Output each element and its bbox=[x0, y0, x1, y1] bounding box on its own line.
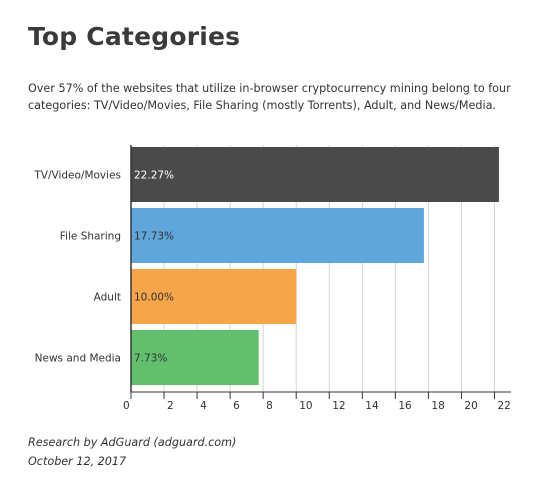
x-tick-label: 8 bbox=[266, 400, 273, 412]
bar-value-label: 17.73% bbox=[134, 231, 174, 243]
x-tick-label: 10 bbox=[299, 400, 312, 412]
category-label: File Sharing bbox=[60, 231, 121, 243]
bar-value-label: 7.73% bbox=[134, 353, 167, 365]
publish-date: October 12, 2017 bbox=[28, 455, 127, 468]
x-tick-label: 2 bbox=[167, 400, 174, 412]
x-tick-label: 12 bbox=[332, 400, 345, 412]
bar bbox=[131, 330, 259, 385]
x-tick-label: 14 bbox=[365, 400, 379, 412]
category-label: Adult bbox=[94, 292, 121, 304]
x-tick-label: 20 bbox=[464, 400, 477, 412]
x-tick-label: 16 bbox=[398, 400, 412, 412]
research-credit: Research by AdGuard (adguard.com) bbox=[28, 436, 237, 449]
category-label: TV/Video/Movies bbox=[33, 170, 121, 182]
bar bbox=[131, 269, 297, 324]
bars: 22.27% 17.73% 10.00% 7.73% bbox=[131, 147, 499, 385]
x-tick-label: 18 bbox=[431, 400, 444, 412]
bar bbox=[131, 147, 499, 202]
bar-value-label: 22.27% bbox=[134, 170, 174, 182]
bar bbox=[131, 208, 424, 263]
chart-subtitle: Over 57% of the websites that utilize in… bbox=[28, 82, 511, 112]
x-tick-label: 6 bbox=[233, 400, 240, 412]
category-label: News and Media bbox=[35, 353, 121, 365]
x-tick-label: 22 bbox=[497, 400, 510, 412]
axes: 0 2 4 6 8 10 12 14 16 18 20 22 TV/Video/Movies File S… bbox=[33, 145, 511, 412]
x-tick-label: 0 bbox=[123, 400, 130, 412]
page-title: Top Categories bbox=[28, 22, 241, 51]
x-tick-label: 4 bbox=[200, 400, 207, 412]
bar-value-label: 10.00% bbox=[134, 292, 174, 304]
